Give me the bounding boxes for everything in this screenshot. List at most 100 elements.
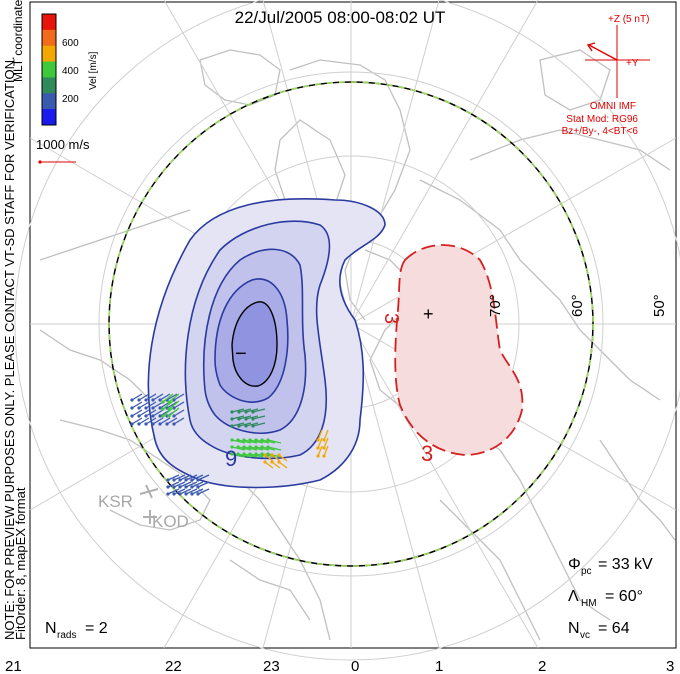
colorbar-segment: [42, 14, 56, 31]
stat-nrads: N rads = 2: [45, 620, 108, 641]
stat-lambda-hm: Λ HM = 60°: [568, 588, 643, 609]
velocity-vector: [131, 393, 143, 401]
velocity-vector: [145, 393, 157, 401]
velocity-vector: [238, 422, 252, 427]
velocity-vector: [238, 408, 252, 413]
velocity-vector: [173, 393, 185, 401]
mlt-tick-label: 21: [5, 658, 22, 674]
velocity-vector: [152, 409, 164, 417]
velocity-vector: [323, 429, 329, 441]
velocity-vector-origin: [316, 454, 320, 458]
velocity-vector: [138, 393, 150, 401]
velocity-vector: [145, 417, 157, 425]
colorbar-segment: [42, 93, 56, 110]
velocity-vector: [231, 408, 245, 413]
velocity-vector: [231, 415, 245, 420]
velocity-vector-origin: [244, 410, 248, 414]
velocity-vector: [191, 481, 204, 488]
velocity-vector: [152, 393, 164, 401]
velocity-vector-origin: [184, 485, 188, 489]
imf-y-axis-label: +Y: [626, 58, 639, 69]
colorbar-tick-200: 200: [62, 94, 79, 105]
mlt-tick-label: 3: [666, 658, 674, 674]
velocity-vector-origin: [151, 406, 155, 410]
velocity-vector-origin: [137, 422, 141, 426]
colorbar-segment: [42, 29, 56, 47]
station-marker-ksr: [139, 484, 159, 499]
latitude-label-60: 60°: [569, 294, 586, 317]
imf-z-axis-label: +Z (5 nT): [608, 14, 649, 25]
svg-text:rads: rads: [57, 630, 76, 641]
velocity-vector-origin: [230, 410, 234, 414]
velocity-vector-origin: [196, 485, 200, 489]
velocity-vector-origin: [158, 398, 162, 402]
velocity-vector: [168, 400, 180, 410]
velocity-vector: [152, 417, 164, 425]
negative-contour-label: 9: [225, 446, 237, 471]
velocity-vector: [317, 445, 323, 457]
velocity-vector-origin: [166, 492, 170, 496]
velocity-vector-origin: [178, 492, 182, 496]
velocity-vector-origin: [248, 445, 252, 449]
velocity-vector-origin: [130, 398, 134, 402]
velocity-vector-origin: [254, 438, 258, 442]
colorbar-segment: [42, 45, 56, 63]
velocity-vector: [267, 439, 282, 444]
mlt-tick-label: 0: [351, 658, 359, 674]
velocity-vector-origin: [172, 414, 176, 418]
velocity-vector: [138, 401, 150, 409]
velocity-vector-origin: [151, 398, 155, 402]
velocity-vector-origin: [236, 438, 240, 442]
velocity-vector: [145, 401, 157, 409]
velocity-vector-origin: [167, 414, 171, 418]
svg-text:Φ: Φ: [568, 556, 581, 573]
latitude-label-70: 70°: [487, 294, 504, 317]
velocity-vector-origin: [277, 460, 281, 464]
velocity-vector-origin: [161, 414, 165, 418]
velocity-vector-origin: [242, 445, 246, 449]
svg-text:HM: HM: [581, 598, 597, 609]
velocity-vector-origin: [254, 452, 258, 456]
negative-convection-cell: [147, 197, 386, 489]
velocity-vector-origin: [190, 492, 194, 496]
velocity-vector-origin: [244, 417, 248, 421]
velocity-vector-origin: [196, 478, 200, 482]
velocity-vector-origin: [244, 424, 248, 428]
velocity-vector-origin: [172, 406, 176, 410]
velocity-vector-origin: [166, 478, 170, 482]
velocity-vector-origin: [178, 478, 182, 482]
velocity-vector: [168, 393, 180, 403]
potential-minimum-marker: −: [235, 343, 247, 365]
velocity-vector-origin: [248, 452, 252, 456]
velocity-vector-origin: [137, 414, 141, 418]
velocity-vector: [323, 445, 329, 457]
velocity-vector-origin: [161, 400, 165, 404]
station-label-kod: KOD: [152, 512, 189, 531]
velocity-vector-origin: [236, 452, 240, 456]
velocity-vector-origin: [166, 485, 170, 489]
velocity-vector-origin: [322, 446, 326, 450]
mlt-tick-label: 22: [165, 658, 182, 674]
velocity-vector-origin: [237, 410, 241, 414]
svg-text:vc: vc: [580, 630, 590, 641]
velocity-vector-origin: [270, 460, 274, 464]
velocity-vector-origin: [266, 438, 270, 442]
velocity-vector: [191, 488, 204, 495]
velocity-vector-origin: [254, 445, 258, 449]
velocity-vector-origin: [263, 460, 267, 464]
velocity-vector-origin: [260, 452, 264, 456]
svg-text:N: N: [45, 620, 57, 637]
velocity-vector: [231, 422, 245, 427]
latitude-label-50: 50°: [651, 294, 668, 317]
velocity-vector-origin: [172, 485, 176, 489]
velocity-vector-origin: [144, 422, 148, 426]
velocity-vector-origin: [322, 454, 326, 458]
velocity-vector-origin: [190, 478, 194, 482]
velocity-vector: [179, 488, 192, 495]
velocity-vector-origin: [266, 452, 270, 456]
velocity-vector-origin: [137, 406, 141, 410]
velocity-vector: [252, 408, 266, 413]
velocity-vector-origin: [270, 453, 274, 457]
velocity-vector-origin: [151, 422, 155, 426]
